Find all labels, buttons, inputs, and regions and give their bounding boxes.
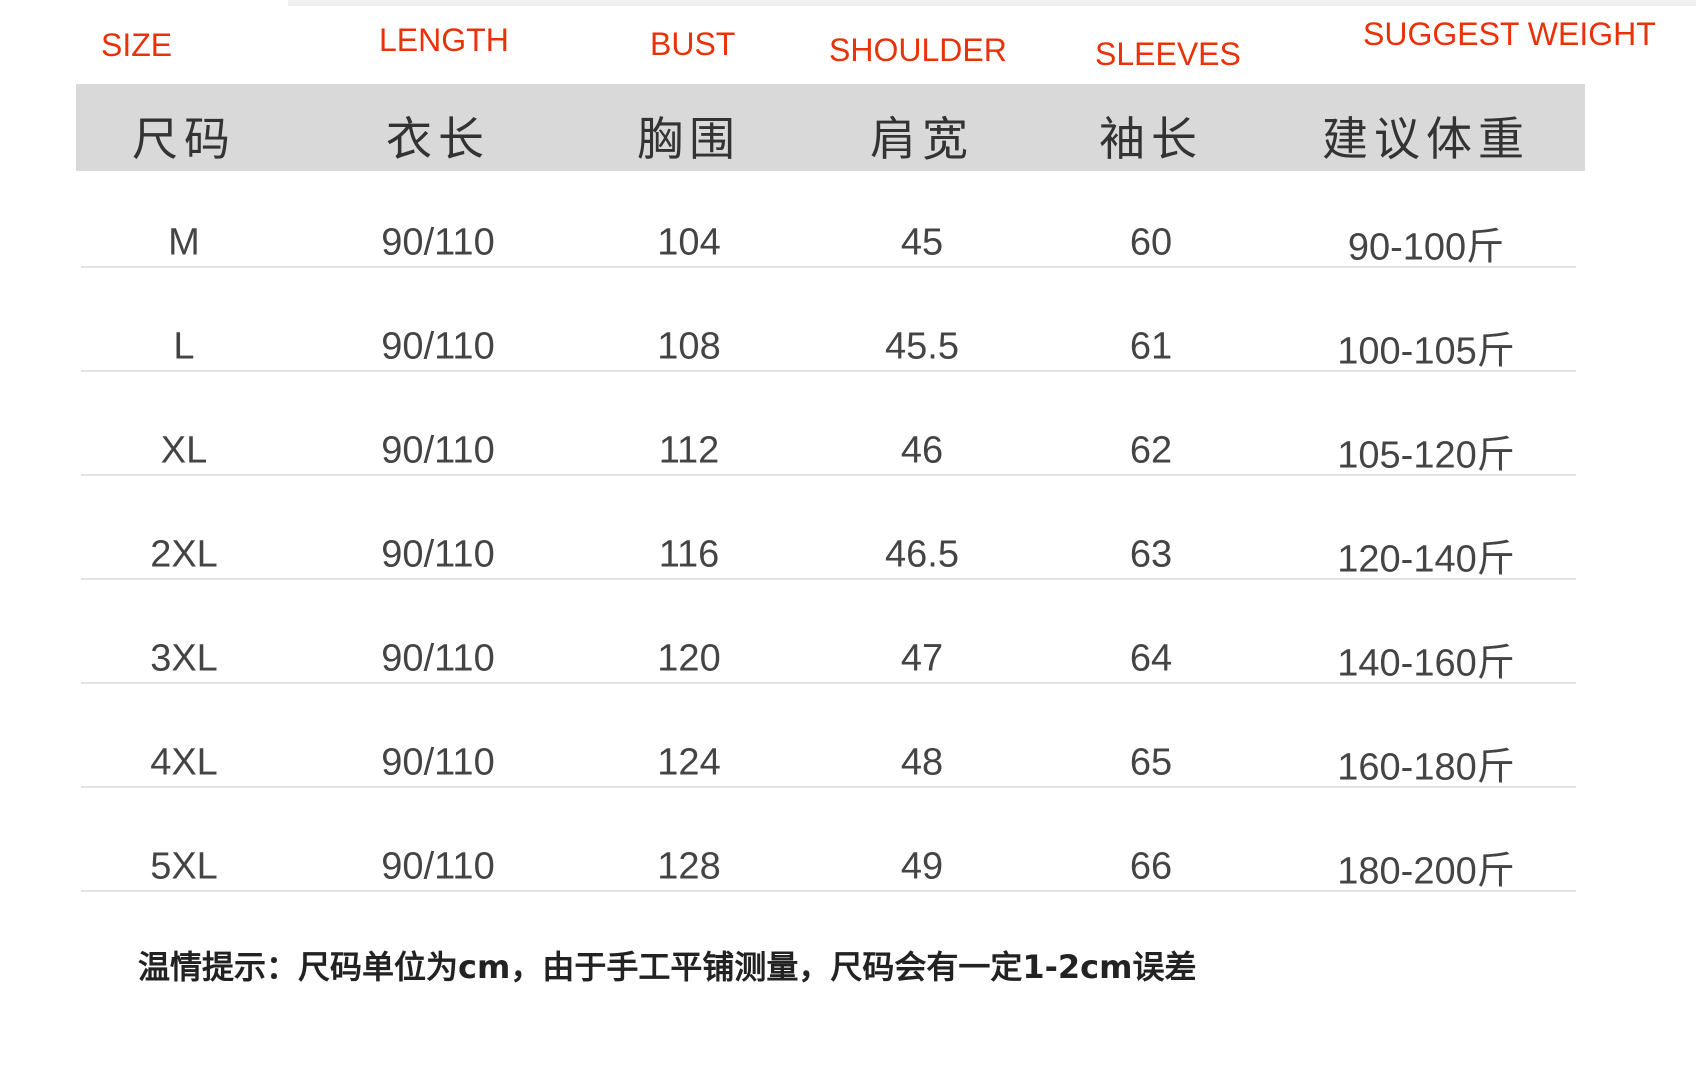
table-cell: 112 (658, 429, 720, 472)
english-header: SLEEVES (1095, 36, 1241, 72)
header-bar (76, 84, 1585, 171)
table-cell: 116 (658, 533, 720, 576)
english-header: LENGTH (379, 22, 509, 58)
table-cell: 65 (1129, 741, 1173, 784)
table-cell: 2XL (150, 533, 218, 576)
table-cell: 66 (1129, 845, 1173, 888)
table-cell: 45 (900, 221, 944, 264)
table-cell: 104 (657, 221, 721, 264)
table-cell: 160-180斤 (1337, 746, 1515, 789)
table-cell: 45.5 (885, 325, 959, 368)
table-cell: 90/110 (381, 533, 495, 576)
row-divider (81, 578, 1576, 580)
column-header: 胸围 (637, 112, 741, 166)
row-divider (81, 370, 1576, 372)
top-line (288, 0, 1696, 6)
table-cell: 46.5 (885, 533, 959, 576)
table-cell: 90/110 (381, 845, 495, 888)
english-header: SUGGEST WEIGHT (1363, 16, 1656, 52)
table-cell: 100-105斤 (1337, 330, 1515, 373)
english-header: BUST (650, 26, 736, 62)
table-cell: 128 (657, 845, 721, 888)
table-cell: 180-200斤 (1337, 850, 1515, 893)
table-cell: 47 (900, 637, 944, 680)
table-cell: 90/110 (381, 741, 495, 784)
table-cell: 64 (1129, 637, 1173, 680)
table-cell: 3XL (150, 637, 218, 680)
note: 温情提示：尺码单位为cm，由于手工平铺测量，尺码会有一定1-2cm误差 (138, 948, 1197, 986)
table-cell: 61 (1129, 325, 1173, 368)
table-cell: 105-120斤 (1337, 434, 1515, 477)
row-divider (81, 890, 1576, 892)
table-cell: 90-100斤 (1347, 226, 1505, 269)
table-cell: 108 (657, 325, 721, 368)
column-header: 衣长 (386, 112, 490, 166)
column-header: 袖长 (1099, 112, 1203, 166)
row-divider (81, 474, 1576, 476)
table-cell: 49 (900, 845, 944, 888)
table-cell: 120 (657, 637, 721, 680)
english-header: SHOULDER (829, 32, 1007, 68)
table-cell: 124 (657, 741, 721, 784)
table-cell: 60 (1129, 221, 1173, 264)
row-divider (81, 786, 1576, 788)
row-divider (81, 266, 1576, 268)
table-cell: 62 (1129, 429, 1173, 472)
table-cell: M (168, 221, 200, 264)
table-cell: 46 (900, 429, 944, 472)
table-cell: 90/110 (381, 325, 495, 368)
column-header: 肩宽 (870, 112, 974, 166)
table-cell: L (173, 325, 195, 368)
english-header: SIZE (101, 27, 173, 63)
table-cell: 4XL (150, 741, 218, 784)
row-divider (81, 682, 1576, 684)
column-header: 尺码 (132, 112, 236, 166)
column-header: 建议体重 (1322, 112, 1530, 166)
table-cell: 5XL (150, 845, 218, 888)
table-cell: 120-140斤 (1337, 538, 1515, 581)
table-cell: 90/110 (381, 429, 495, 472)
table-cell: 140-160斤 (1337, 642, 1515, 685)
table-cell: 63 (1129, 533, 1173, 576)
table-cell: 90/110 (381, 637, 495, 680)
table-cell: 48 (900, 741, 944, 784)
table-cell: 90/110 (381, 221, 495, 264)
table-cell: XL (160, 429, 208, 472)
